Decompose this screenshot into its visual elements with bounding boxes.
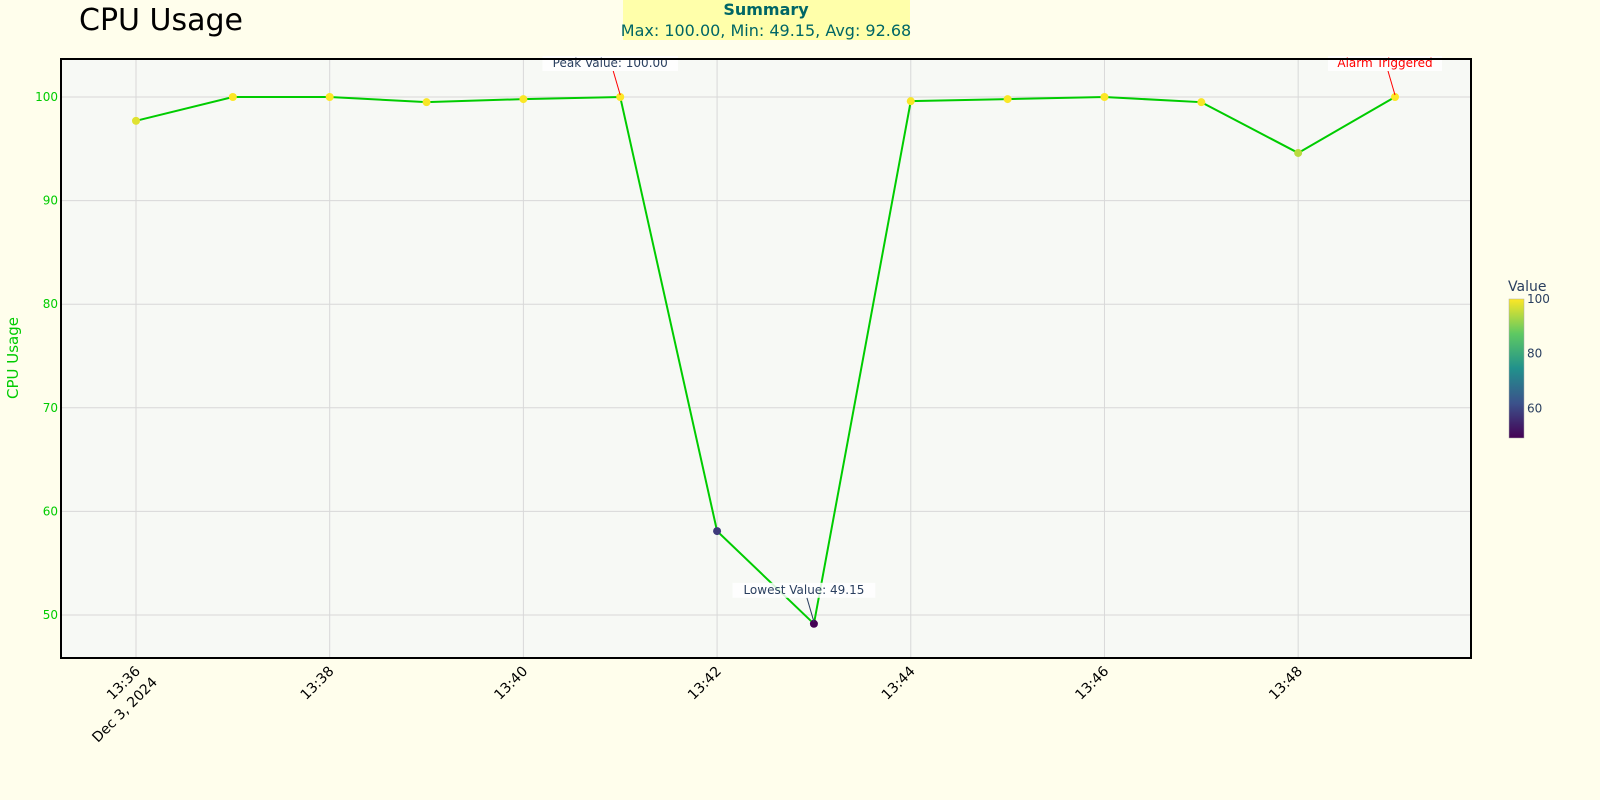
x-tick-label: 13:38 — [298, 664, 338, 704]
x-tick-label: 13:48 — [1266, 664, 1306, 704]
data-point — [1197, 98, 1206, 107]
cpu-usage-line — [135, 95, 1396, 626]
data-point — [1294, 148, 1303, 157]
data-point — [228, 93, 237, 101]
annotation-background — [732, 582, 876, 598]
plot-border — [60, 58, 1472, 659]
data-point — [132, 116, 140, 125]
y-tick-label: 90 — [43, 194, 58, 208]
colorbar-tick-label: 100 — [1527, 292, 1550, 306]
summary-title: Summary — [723, 0, 809, 19]
colorbar-tick-label: 60 — [1527, 401, 1542, 415]
data-point — [713, 527, 722, 536]
data-point — [616, 93, 625, 101]
y-tick-label: 50 — [43, 608, 58, 622]
x-tick-label: 13:42 — [685, 664, 725, 704]
data-point — [422, 98, 431, 107]
colorbar — [1508, 298, 1525, 439]
plot-area — [61, 59, 1471, 658]
data-point — [906, 97, 915, 106]
x-tick-label: 13:44 — [879, 663, 919, 703]
data-point — [1003, 95, 1012, 104]
x-tick-label: 13:40 — [491, 664, 531, 704]
y-tick-label: 80 — [43, 297, 58, 311]
colorbar-tick-label: 80 — [1527, 347, 1542, 361]
x-tick-label: 13:46 — [1072, 663, 1112, 703]
data-point — [809, 619, 818, 628]
summary-box — [623, 0, 910, 40]
data-point — [519, 95, 528, 104]
y-tick-label: 60 — [43, 504, 58, 518]
chart-title: CPU Usage — [79, 3, 243, 38]
y-tick-label: 70 — [43, 401, 58, 415]
data-point — [1100, 93, 1109, 101]
annotation-arrow — [612, 70, 621, 96]
colorbar-title: Value — [1508, 279, 1546, 295]
summary-text: Max: 100.00, Min: 49.15, Avg: 92.68 — [621, 21, 911, 40]
data-point — [1391, 93, 1399, 101]
y-tick-label: 100 — [35, 90, 58, 104]
data-point — [325, 93, 334, 101]
annotation-arrow — [806, 597, 815, 622]
annotation-label: Lowest Value: 49.15 — [743, 583, 864, 597]
y-axis-label: CPU Usage — [4, 317, 22, 399]
annotation-arrow — [1387, 70, 1396, 96]
